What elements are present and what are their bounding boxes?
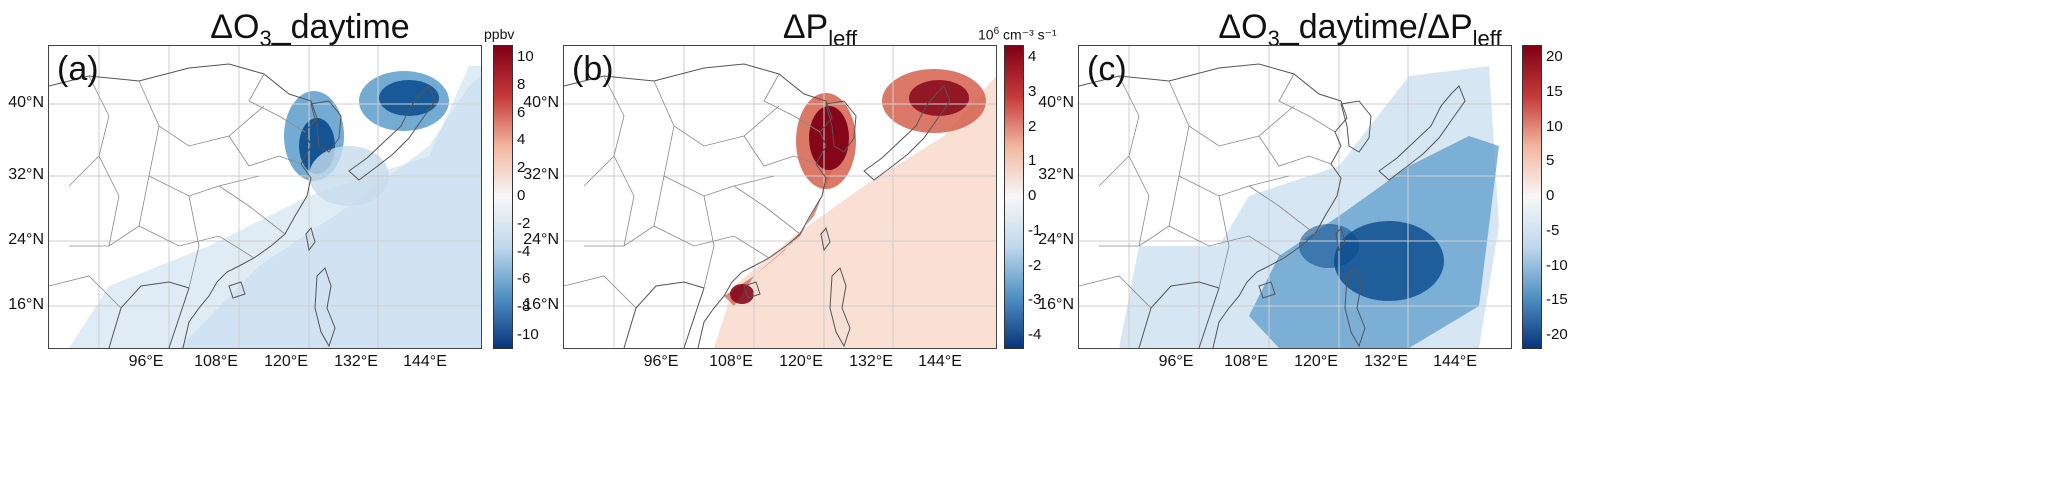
panel-c-field: [1079, 46, 1511, 348]
panel-c-colorbar: [1522, 45, 1542, 349]
panel-a-field: [49, 46, 481, 348]
colorbar-tick-label: 6: [517, 103, 526, 121]
colorbar-tick-label: 4: [1028, 48, 1037, 65]
lon-tick-label: 144°E: [403, 353, 447, 370]
lon-tick-label: 120°E: [779, 353, 823, 370]
lat-tick-label: 24°N: [8, 231, 44, 248]
colorbar-tick-label: -2: [1028, 256, 1042, 274]
lat-tick-label: 16°N: [523, 296, 559, 313]
lat-tick-label: 40°N: [1038, 94, 1074, 111]
panel-b-map: (b): [563, 45, 997, 349]
colorbar-tick-label: 2: [1028, 117, 1037, 135]
colorbar-tick-label: -15: [1546, 291, 1568, 309]
colorbar-tick-label: 10: [1546, 117, 1563, 135]
lon-tick-label: 108°E: [709, 353, 753, 370]
lon-tick-label: 132°E: [849, 353, 893, 370]
lat-tick-label: 40°N: [8, 94, 44, 111]
colorbar-tick-label: -1: [1028, 221, 1042, 239]
panel-a-map: (a): [48, 45, 482, 349]
colorbar-tick-label: 1: [1028, 152, 1037, 170]
colorbar-tick-label: -5: [1546, 221, 1560, 239]
colorbar-tick-label: 3: [1028, 82, 1037, 100]
lon-tick-label: 132°E: [334, 353, 378, 370]
colorbar-tick-label: -10: [1546, 256, 1568, 274]
colorbar-tick-label: 0: [517, 187, 526, 204]
colorbar-tick-label: 20: [1546, 48, 1563, 65]
colorbar-tick-label: 0: [1546, 187, 1555, 204]
lat-tick-label: 24°N: [523, 231, 559, 248]
panel-a: ΔO3_daytime (a) ppbv: [0, 0, 690, 501]
lon-tick-label: 96°E: [128, 353, 164, 370]
colorbar-tick-label: 0: [1028, 187, 1037, 204]
lat-tick-label: 32°N: [1038, 166, 1074, 183]
colorbar-tick-label: -4: [517, 242, 531, 260]
panel-a-label: (a): [57, 50, 99, 88]
lon-tick-label: 144°E: [918, 353, 962, 370]
panel-b-field: [564, 46, 996, 348]
colorbar-tick-label: -2: [517, 214, 531, 232]
colorbar-tick-label: 15: [1546, 82, 1563, 100]
colorbar-tick-label: -20: [1546, 326, 1568, 343]
panel-b-colorbar: [1004, 45, 1024, 349]
colorbar-tick-label: 2: [517, 159, 526, 177]
panel-b-label: (b): [572, 50, 614, 88]
lon-tick-label: 96°E: [1158, 353, 1194, 370]
panel-c-label: (c): [1087, 50, 1127, 88]
lon-tick-label: 108°E: [1224, 353, 1268, 370]
colorbar-tick-label: 5: [1546, 152, 1555, 170]
colorbar-tick-label: -3: [1028, 291, 1042, 309]
lat-tick-label: 16°N: [8, 296, 44, 313]
lat-tick-label: 32°N: [8, 166, 44, 183]
lon-tick-label: 120°E: [264, 353, 308, 370]
colorbar-tick-label: 8: [517, 75, 526, 93]
panel-a-title: ΔO3_daytime: [210, 8, 410, 51]
colorbar-tick-label: 4: [517, 131, 526, 149]
lon-tick-label: 132°E: [1364, 353, 1408, 370]
lat-tick-label: 40°N: [523, 94, 559, 111]
colorbar-tick-label: -6: [517, 270, 531, 288]
lat-tick-label: 24°N: [1038, 231, 1074, 248]
panel-c-map: (c): [1078, 45, 1512, 349]
colorbar-tick-label: -10: [517, 326, 539, 343]
lat-tick-label: 16°N: [1038, 296, 1074, 313]
lon-tick-label: 108°E: [194, 353, 238, 370]
lat-tick-label: 32°N: [523, 166, 559, 183]
colorbar-tick-label: -4: [1028, 326, 1042, 343]
lon-tick-label: 144°E: [1433, 353, 1477, 370]
lon-tick-label: 120°E: [1294, 353, 1338, 370]
colorbar-tick-label: -8: [517, 298, 531, 316]
panel-a-colorbar-unit: ppbv: [484, 26, 515, 42]
lon-tick-label: 96°E: [643, 353, 679, 370]
panel-a-colorbar: [493, 45, 513, 349]
panel-b-colorbar-unit: 106 cm⁻³ s⁻¹: [978, 26, 1057, 43]
colorbar-tick-label: 10: [517, 48, 534, 65]
